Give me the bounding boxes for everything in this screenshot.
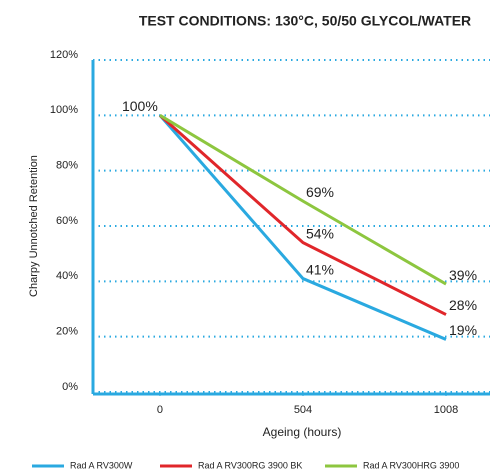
x-axis-label: Ageing (hours) bbox=[263, 425, 342, 439]
x-tick-label: 504 bbox=[294, 404, 312, 416]
chart-title: TEST CONDITIONS: 130°C, 50/50 GLYCOL/WAT… bbox=[139, 13, 471, 29]
data-label: 19% bbox=[449, 322, 477, 338]
y-tick-label: 120% bbox=[50, 49, 78, 61]
data-label: 39% bbox=[449, 267, 477, 283]
data-label: 41% bbox=[306, 261, 334, 277]
line bbox=[158, 114, 447, 316]
legend-label: Rad A RV300W bbox=[70, 460, 133, 470]
data-label: 69% bbox=[306, 184, 334, 200]
y-tick-label: 0% bbox=[62, 381, 78, 393]
y-tick-label: 100% bbox=[50, 104, 78, 116]
line bbox=[159, 114, 447, 286]
y-axis-label: Charpy Unnotched Retention bbox=[28, 155, 40, 297]
x-tick-label: 1008 bbox=[434, 404, 458, 416]
line bbox=[158, 114, 447, 341]
data-label: 54% bbox=[306, 225, 334, 241]
x-tick-label: 0 bbox=[157, 404, 163, 416]
y-tick-label: 40% bbox=[56, 270, 78, 282]
y-tick-label: 60% bbox=[56, 215, 78, 227]
y-tick-label: 80% bbox=[56, 160, 78, 172]
legend-label: Rad A RV300RG 3900 BK bbox=[198, 460, 302, 470]
data-label: 100% bbox=[122, 98, 158, 114]
y-tick-label: 20% bbox=[56, 326, 78, 338]
legend-label: Rad A RV300HRG 3900 bbox=[363, 460, 459, 470]
data-label: 28% bbox=[449, 297, 477, 313]
